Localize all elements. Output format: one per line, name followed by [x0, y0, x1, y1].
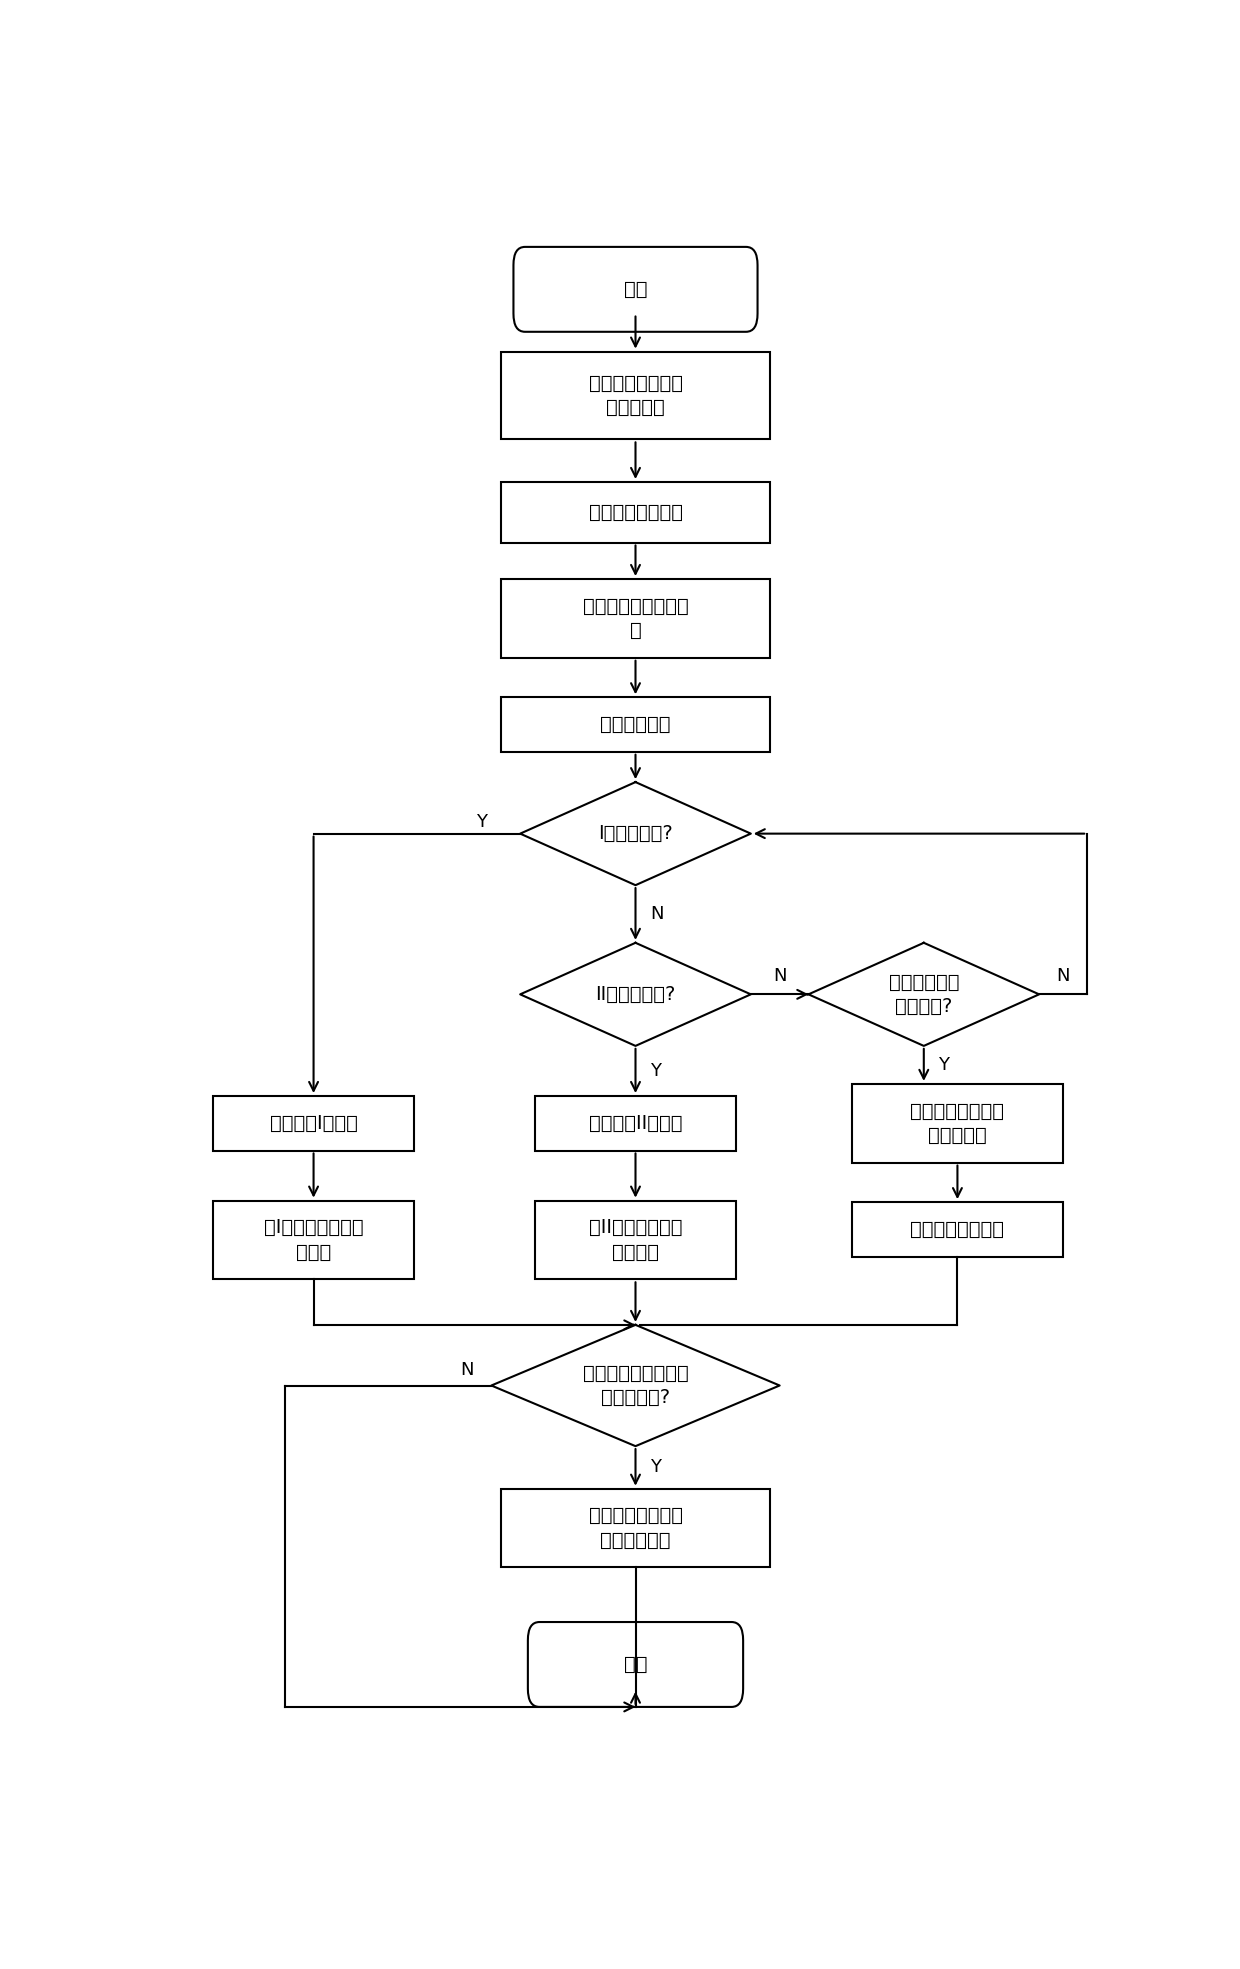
- Bar: [501, 352, 770, 439]
- Text: 叛该串的中断路器: 叛该串的中断路器: [910, 1221, 1004, 1239]
- Bar: [501, 482, 770, 543]
- Text: 故障位于I母区域: 故障位于I母区域: [269, 1114, 357, 1132]
- Text: 采集所有断路器电
流、电压量: 采集所有断路器电 流、电压量: [589, 374, 682, 417]
- Text: Y: Y: [650, 1459, 661, 1477]
- Polygon shape: [521, 782, 751, 886]
- Bar: [852, 1201, 1063, 1256]
- Text: I母保护跳闸?: I母保护跳闸?: [598, 825, 673, 843]
- Bar: [213, 1097, 414, 1150]
- Text: N: N: [1056, 967, 1070, 984]
- Text: 开始: 开始: [624, 280, 647, 299]
- Polygon shape: [491, 1325, 780, 1445]
- Text: 采集保护跳闸信号: 采集保护跳闸信号: [589, 502, 682, 522]
- Text: Y: Y: [650, 1061, 661, 1079]
- Polygon shape: [808, 943, 1039, 1046]
- Bar: [852, 1083, 1063, 1162]
- Bar: [213, 1201, 414, 1280]
- FancyBboxPatch shape: [528, 1622, 743, 1707]
- Text: II母保护跳闸?: II母保护跳闸?: [595, 984, 676, 1004]
- FancyBboxPatch shape: [513, 246, 758, 333]
- Bar: [501, 579, 770, 658]
- Polygon shape: [521, 943, 751, 1046]
- Bar: [501, 1489, 770, 1567]
- Text: 线路、变压器
保护跳闸?: 线路、变压器 保护跳闸?: [889, 973, 959, 1016]
- Bar: [534, 1097, 737, 1150]
- Text: 判I母电流最大的边
断路器: 判I母电流最大的边 断路器: [264, 1219, 363, 1262]
- Text: 计算电流、电压、阻
抗: 计算电流、电压、阻 抗: [583, 597, 688, 640]
- Bar: [501, 697, 770, 752]
- Text: 判为死区故障，联
跳相关断路器: 判为死区故障，联 跳相关断路器: [589, 1506, 682, 1550]
- Text: Y: Y: [476, 813, 487, 831]
- Text: 故障位于线路、变
压器所在串: 故障位于线路、变 压器所在串: [910, 1101, 1004, 1144]
- Text: N: N: [773, 967, 786, 984]
- Text: N: N: [650, 906, 663, 923]
- Text: Y: Y: [939, 1055, 949, 1073]
- Text: 结束: 结束: [624, 1656, 647, 1674]
- Text: 电流、电压、阻抗持
续满足条件?: 电流、电压、阻抗持 续满足条件?: [583, 1365, 688, 1408]
- Text: N: N: [460, 1361, 474, 1380]
- Text: 判II母电流最大的
边断路器: 判II母电流最大的 边断路器: [589, 1219, 682, 1262]
- Bar: [534, 1201, 737, 1280]
- Text: 判断故障区域: 判断故障区域: [600, 715, 671, 734]
- Text: 故障位于II母区域: 故障位于II母区域: [589, 1114, 682, 1132]
